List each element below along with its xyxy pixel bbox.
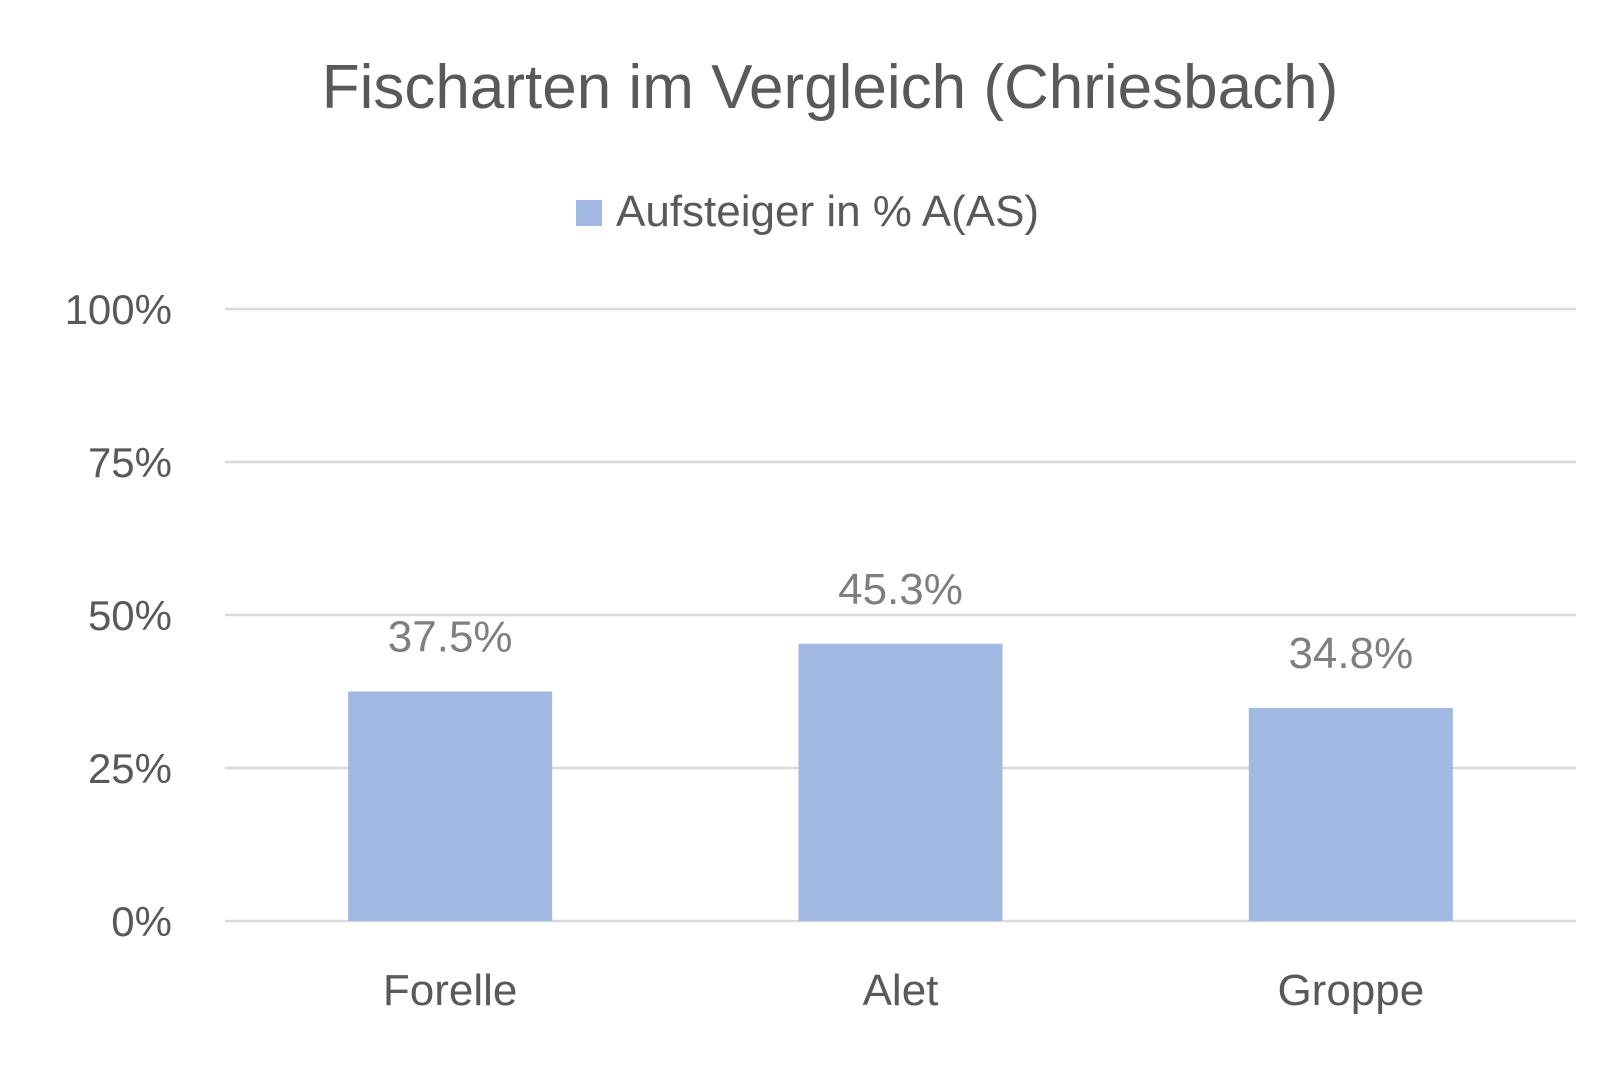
value-label-forelle: 37.5%: [388, 613, 513, 662]
y-tick-label: 50%: [88, 592, 172, 639]
value-labels: 37.5% 45.3% 34.8%: [388, 565, 1413, 678]
category-label-alet: Alet: [863, 966, 939, 1015]
value-label-groppe: 34.8%: [1288, 629, 1413, 678]
x-axis-categories: Forelle Alet Groppe: [383, 966, 1424, 1015]
bar-forelle: [348, 691, 553, 921]
y-tick-label: 100%: [65, 286, 172, 333]
category-label-groppe: Groppe: [1277, 966, 1424, 1015]
bars: [348, 643, 1453, 921]
y-tick-label: 0%: [111, 898, 172, 945]
category-label-forelle: Forelle: [383, 966, 518, 1015]
y-axis-ticks: 0% 25% 50% 75% 100%: [65, 286, 172, 945]
y-tick-label: 25%: [88, 745, 172, 792]
chart-title: Fischarten im Vergleich (Chriesbach): [322, 53, 1339, 122]
value-label-alet: 45.3%: [838, 565, 963, 614]
bar-alet: [798, 643, 1003, 921]
legend: Aufsteiger in % A(AS): [576, 187, 1039, 236]
legend-swatch: [576, 200, 602, 226]
legend-label: Aufsteiger in % A(AS): [616, 187, 1039, 236]
y-tick-label: 75%: [88, 439, 172, 486]
bar-groppe: [1248, 708, 1453, 921]
